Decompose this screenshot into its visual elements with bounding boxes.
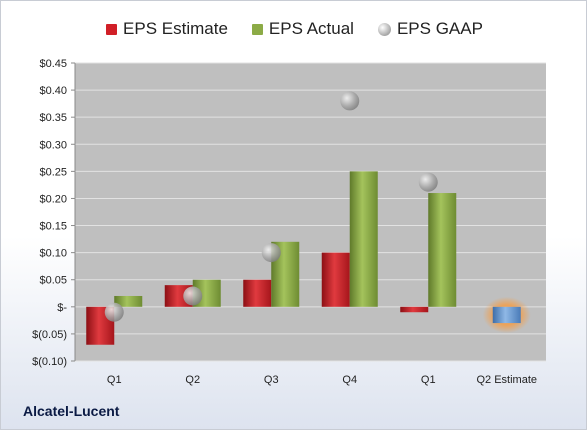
legend-swatch-eps-actual bbox=[251, 23, 263, 35]
y-tick-label: $0.30 bbox=[39, 139, 67, 151]
legend-label-eps-gaap: EPS GAAP bbox=[396, 19, 483, 38]
eps-gaap-point bbox=[183, 286, 203, 306]
y-tick-label: $- bbox=[57, 302, 67, 314]
legend-swatch-eps-estimate bbox=[106, 23, 118, 35]
eps-actual-bar bbox=[428, 193, 457, 307]
x-tick-label: Q1 bbox=[421, 374, 436, 386]
eps-actual-bar bbox=[114, 295, 143, 307]
y-tick-label: $0.25 bbox=[39, 166, 67, 178]
legend: EPS Estimate EPS Actual EPS GAAP bbox=[1, 15, 587, 43]
y-axis: $(0.10) $(0.05) $- $0.05 $0.10 $0.15 $0.20 $0.2… bbox=[32, 58, 76, 368]
eps-gaap-point bbox=[104, 302, 124, 322]
eps-estimate-bar bbox=[321, 252, 350, 307]
x-tick-label: Q2 Estimate bbox=[476, 374, 537, 386]
legend-swatch-eps-gaap bbox=[377, 22, 391, 36]
grid-layer bbox=[75, 62, 546, 362]
y-tick-label: $0.40 bbox=[39, 85, 67, 97]
y-tick-label: $0.35 bbox=[39, 112, 67, 124]
eps-gaap-point bbox=[261, 243, 281, 263]
y-tick-label: $0.10 bbox=[39, 248, 67, 260]
plot-area bbox=[75, 63, 546, 361]
y-tick-label: $(0.10) bbox=[32, 356, 67, 368]
legend-item-eps-actual: EPS Actual bbox=[251, 19, 354, 39]
eps-estimate-bar bbox=[243, 279, 272, 307]
x-tick-label: Q3 bbox=[264, 374, 279, 386]
x-tick-label: Q1 bbox=[107, 374, 122, 386]
y-tick-label: $(0.05) bbox=[32, 329, 67, 341]
eps-gaap-point bbox=[340, 91, 360, 111]
y-tick-label: $0.45 bbox=[39, 58, 67, 70]
y-tick-label: $0.20 bbox=[39, 193, 67, 205]
legend-label-eps-estimate: EPS Estimate bbox=[123, 19, 228, 38]
eps-gaap-point bbox=[418, 172, 438, 192]
company-name: Alcatel-Lucent bbox=[23, 403, 120, 419]
x-tick-label: Q2 bbox=[185, 374, 200, 386]
legend-label-eps-actual: EPS Actual bbox=[268, 19, 354, 38]
future-estimate-bar bbox=[492, 306, 521, 324]
y-tick-label: $0.15 bbox=[39, 221, 67, 233]
x-axis: Q1 Q2 Q3 Q4 Q1 Q2 Estimate bbox=[107, 374, 537, 386]
eps-actual-bar bbox=[349, 171, 378, 307]
legend-item-eps-gaap: EPS GAAP bbox=[377, 19, 483, 39]
legend-item-eps-estimate: EPS Estimate bbox=[106, 19, 228, 39]
eps-estimate-bar bbox=[400, 306, 429, 313]
gaap-point-layer bbox=[104, 91, 438, 322]
y-tick-label: $0.05 bbox=[39, 275, 67, 287]
x-tick-label: Q4 bbox=[342, 374, 357, 386]
